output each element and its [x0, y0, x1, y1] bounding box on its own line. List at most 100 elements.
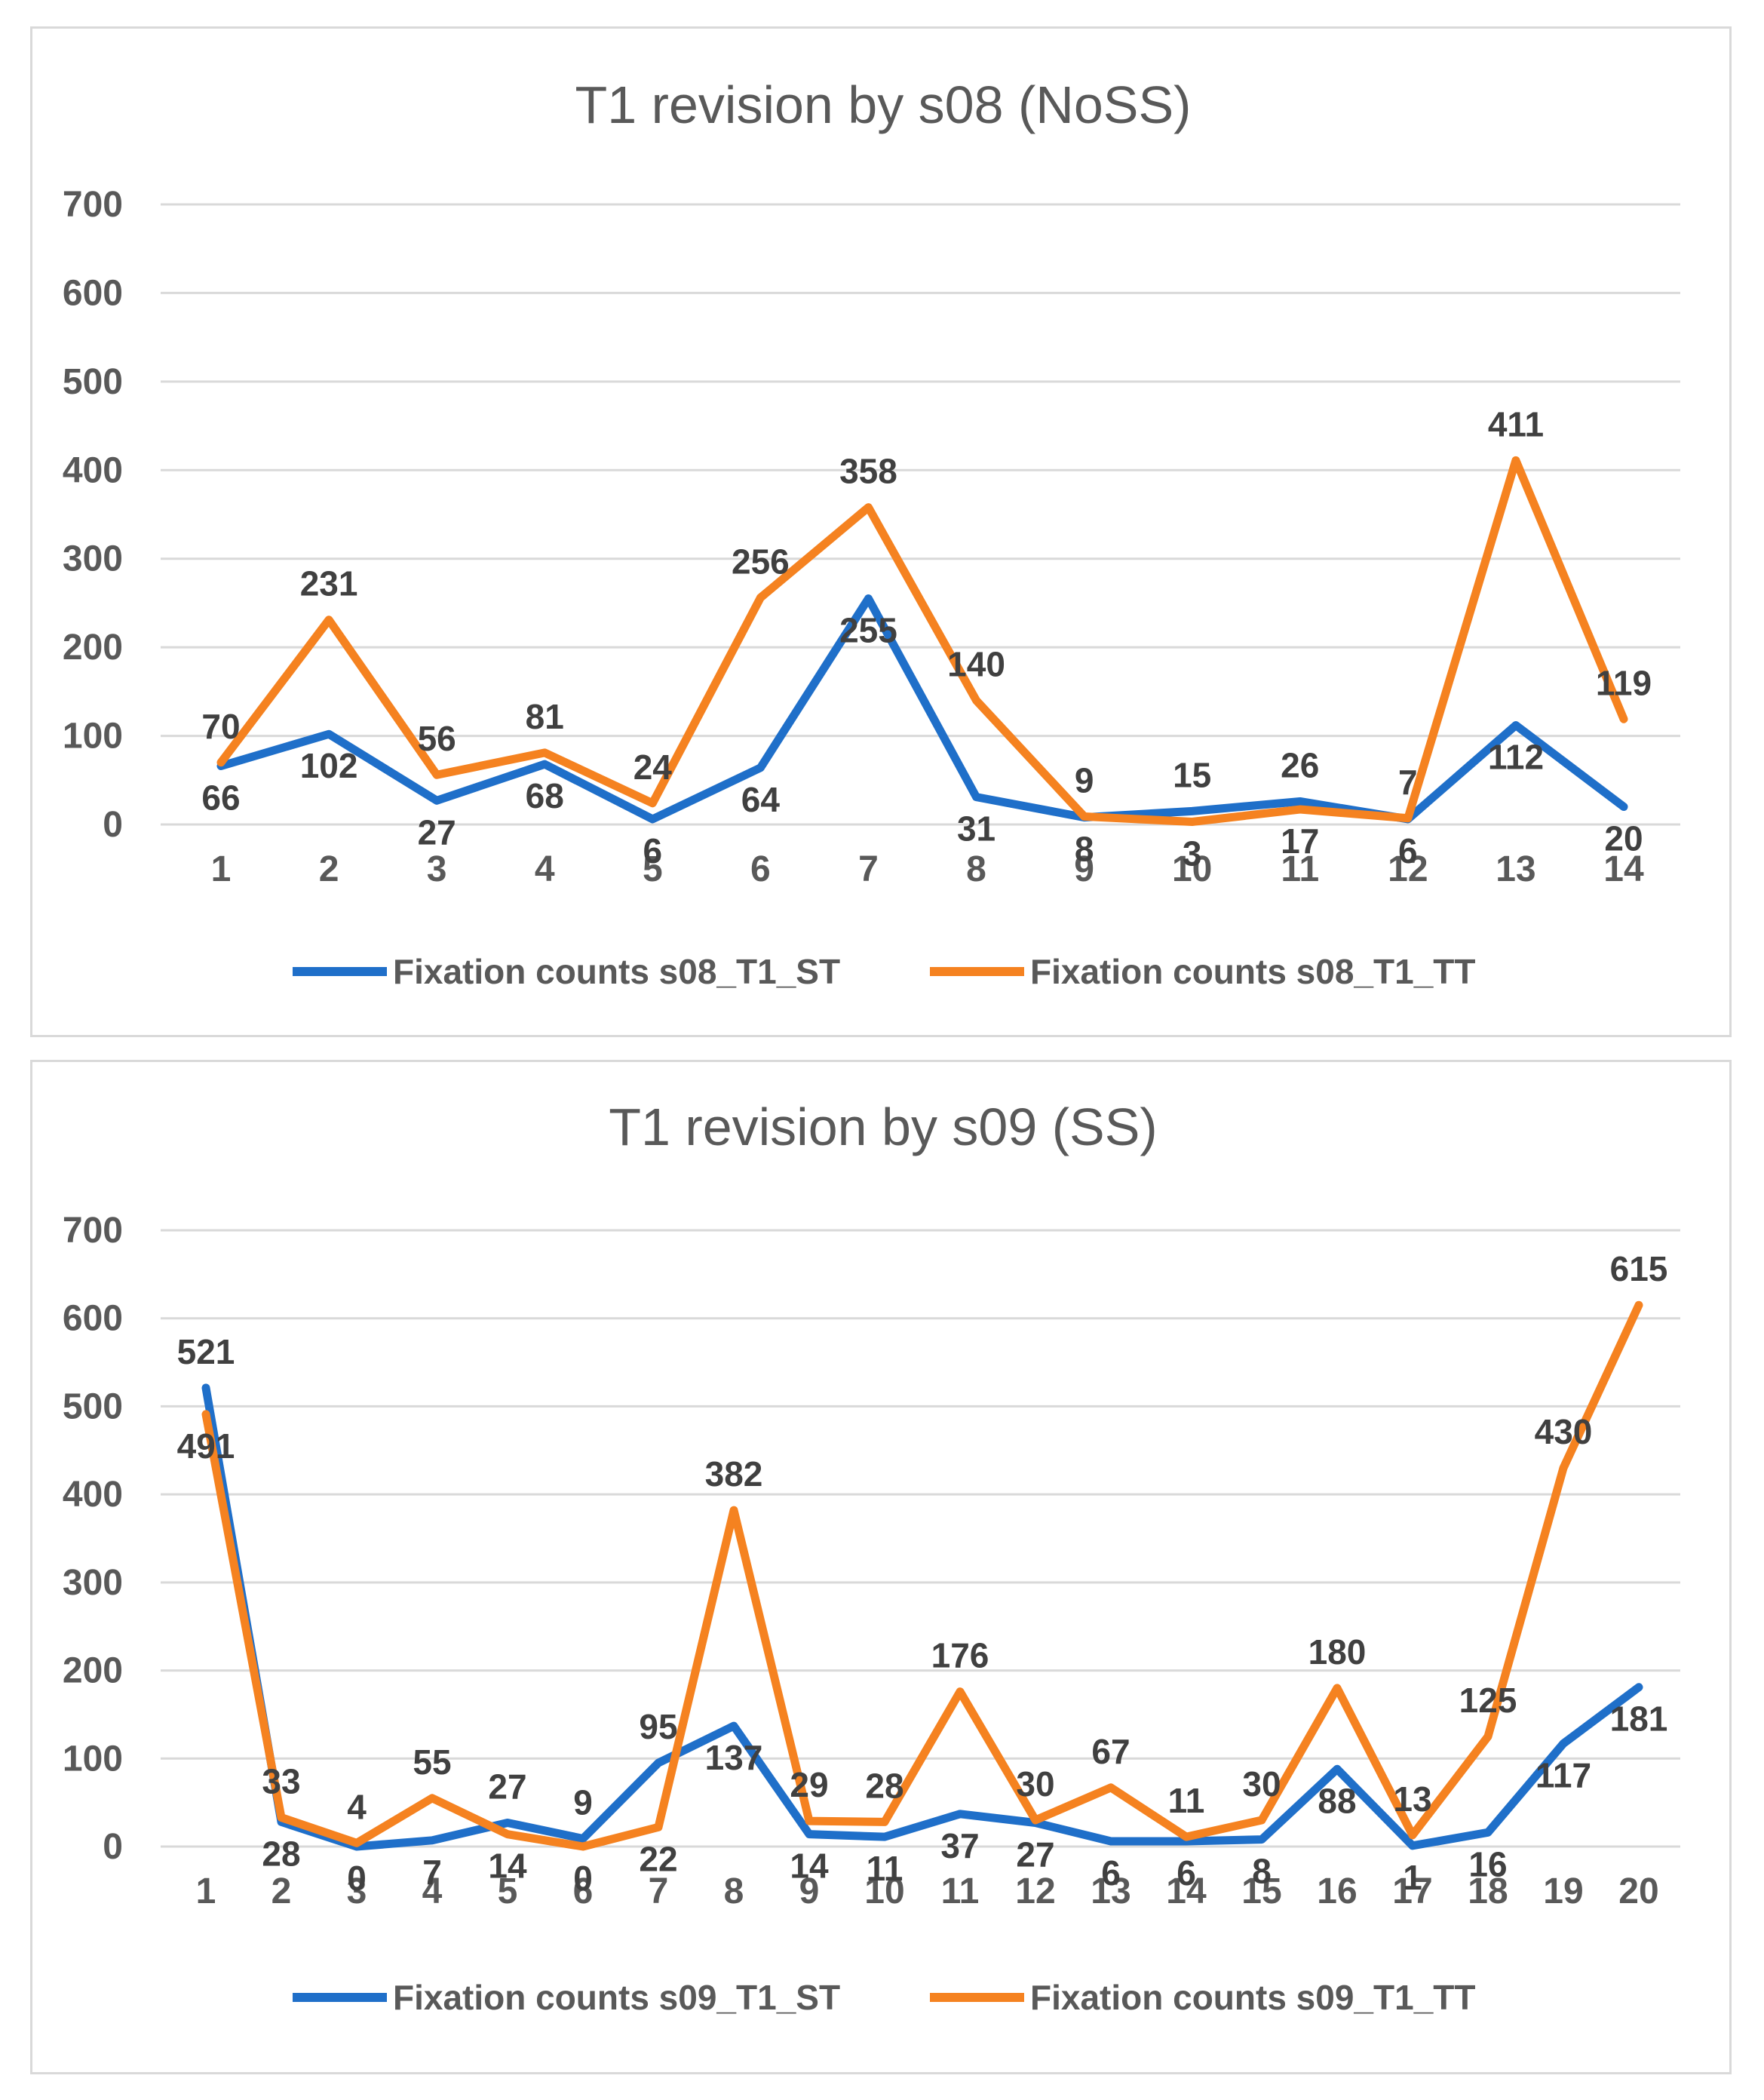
- y-tick-label: 300: [63, 1563, 123, 1603]
- data-label-st: 88: [1318, 1781, 1356, 1820]
- data-label-st: 112: [1488, 737, 1544, 776]
- data-label-st: 6: [1101, 1853, 1121, 1893]
- chart-panel-s09: T1 revision by s09 (SS) 0 100 200 300 400 500…: [30, 1060, 1732, 2074]
- y-tick-label: 0: [103, 805, 123, 845]
- y-tick-label: 300: [63, 539, 123, 579]
- data-label-tt: 33: [262, 1761, 300, 1801]
- x-tick-label: 1: [211, 849, 232, 889]
- x-tick-label: 10: [1172, 849, 1212, 889]
- legend: Fixation counts s09_T1_ST Fixation count…: [293, 1978, 1475, 2017]
- x-tick-label: 9: [1074, 849, 1094, 889]
- x-tick-label: 5: [498, 1871, 518, 1911]
- x-tick-label: 7: [649, 1871, 669, 1911]
- data-label-st: 6: [643, 831, 663, 870]
- data-label-st: 27: [418, 812, 456, 852]
- x-tick-label: 14: [1603, 849, 1644, 889]
- data-label-st: 20: [1604, 819, 1643, 858]
- y-tick-label: 400: [63, 450, 123, 490]
- legend-label-tt: Fixation counts s09_T1_TT: [1030, 1978, 1475, 2017]
- y-tick-label: 0: [103, 1827, 123, 1867]
- legend-label-st: Fixation counts s09_T1_ST: [393, 1978, 840, 2017]
- legend: Fixation counts s08_T1_ST Fixation count…: [293, 952, 1475, 991]
- y-tick-label: 100: [63, 1739, 123, 1779]
- data-label-st: 27: [488, 1767, 526, 1806]
- x-tick-label: 3: [427, 849, 447, 889]
- x-tick-label: 5: [643, 849, 663, 889]
- data-label-st: 8: [1252, 1852, 1272, 1891]
- data-label-tt: 382: [705, 1454, 763, 1494]
- data-label-st: 9: [573, 1782, 593, 1822]
- data-label-tt: 411: [1488, 404, 1544, 444]
- x-tick-label: 9: [799, 1871, 820, 1911]
- x-tick-label: 4: [535, 849, 555, 889]
- data-label-tt: 256: [732, 542, 790, 581]
- chart-panel-s08: T1 revision by s08 (NoSS) 0 100 200 300 400 5…: [30, 26, 1732, 1037]
- data-label-tt: 30: [1016, 1764, 1054, 1804]
- y-tick-label: 700: [63, 1211, 123, 1251]
- y-tick-label: 600: [63, 273, 123, 313]
- x-tick-label: 13: [1091, 1871, 1130, 1911]
- data-label-tt: 615: [1610, 1249, 1668, 1288]
- data-label-tt: 56: [418, 719, 456, 758]
- x-tick-label: 16: [1317, 1871, 1357, 1911]
- x-tick-label: 11: [1281, 849, 1319, 889]
- x-tick-label: 14: [1166, 1871, 1207, 1911]
- data-label-st: 6: [1177, 1853, 1196, 1893]
- data-label-tt: 491: [177, 1426, 235, 1466]
- y-tick-label: 600: [63, 1299, 123, 1339]
- x-tick-label: 11: [941, 1871, 980, 1911]
- x-tick-label: 3: [347, 1871, 367, 1911]
- x-tick-label: 13: [1496, 849, 1535, 889]
- data-label-st: 0: [347, 1859, 367, 1898]
- x-tick-label: 2: [319, 849, 339, 889]
- x-tick-label: 15: [1241, 1871, 1281, 1911]
- y-tick-label: 500: [63, 362, 123, 402]
- y-tick-label: 700: [63, 185, 123, 225]
- data-label-st: 6: [1398, 831, 1418, 870]
- chart-s08: T1 revision by s08 (NoSS) 0 100 200 300 400 5…: [63, 75, 1680, 991]
- data-label-tt: 180: [1308, 1632, 1367, 1672]
- x-tick-label: 12: [1388, 849, 1428, 889]
- legend-label-st: Fixation counts s08_T1_ST: [393, 952, 840, 991]
- series-line-st: [201, 1383, 1643, 1851]
- data-label-st: 95: [639, 1707, 677, 1746]
- x-tick-label: 18: [1468, 1871, 1508, 1911]
- data-label-tt: 4: [347, 1787, 367, 1826]
- data-label-tt: 11: [1168, 1781, 1205, 1820]
- data-label-st: 31: [957, 809, 996, 849]
- data-label-st: 137: [705, 1738, 763, 1777]
- data-label-st: 15: [1173, 755, 1211, 794]
- data-label-st: 14: [790, 1847, 829, 1886]
- data-label-tt: 24: [634, 748, 673, 787]
- data-label-tt: 3: [1183, 834, 1202, 873]
- chart-s09: T1 revision by s09 (SS) 0100200300400500…: [63, 1098, 1680, 2017]
- data-label-st: 255: [839, 611, 897, 650]
- x-tick-label: 4: [422, 1871, 443, 1911]
- data-label-tt: 28: [865, 1766, 903, 1805]
- series-line-tt: [201, 1300, 1643, 1851]
- data-label-tt: 13: [1393, 1779, 1431, 1819]
- data-label-st: 521: [177, 1332, 235, 1371]
- data-label-tt: 29: [790, 1765, 828, 1804]
- data-label-tt: 14: [488, 1847, 527, 1886]
- data-label-st: 66: [201, 778, 240, 817]
- data-label-tt: 7: [1398, 763, 1418, 802]
- x-tick-label: 12: [1015, 1871, 1055, 1911]
- chart-title: T1 revision by s08 (NoSS): [575, 75, 1192, 134]
- data-label-st: 28: [262, 1834, 300, 1873]
- data-label-tt: 17: [1281, 821, 1319, 861]
- data-label-tt: 176: [931, 1636, 989, 1675]
- x-tick-label: 8: [724, 1871, 744, 1911]
- data-label-tt: 9: [1075, 760, 1094, 800]
- data-label-st: 7: [422, 1853, 442, 1892]
- x-tick-label: 10: [864, 1871, 904, 1911]
- data-label-st: 11: [867, 1849, 903, 1888]
- data-label-st: 117: [1535, 1755, 1591, 1795]
- data-label-st: 8: [1075, 830, 1094, 869]
- data-label-st: 26: [1281, 745, 1319, 784]
- data-label-st: 1: [1403, 1858, 1422, 1897]
- data-label-tt: 430: [1535, 1412, 1593, 1451]
- data-label-tt: 231: [300, 564, 358, 603]
- x-tick-label: 17: [1392, 1871, 1432, 1911]
- data-label-st: 102: [300, 746, 358, 785]
